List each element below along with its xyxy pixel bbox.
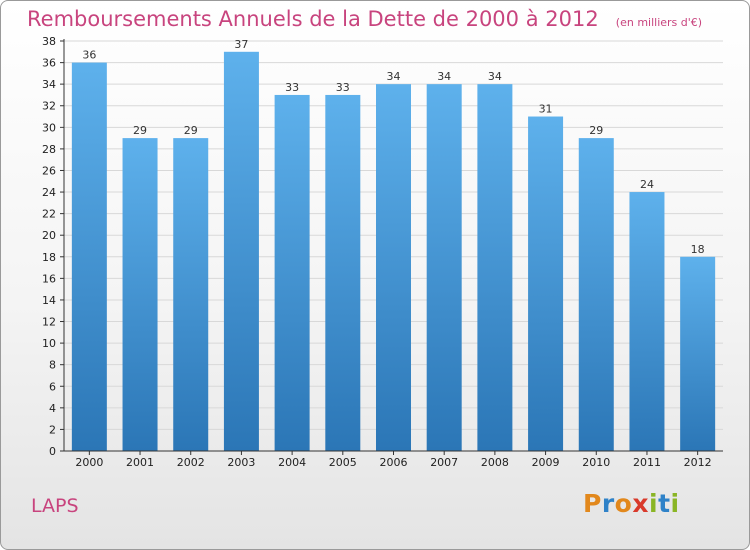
proxiti-logo[interactable]: Proxiti	[583, 489, 680, 518]
y-tick-label: 22	[42, 208, 56, 221]
y-tick-label: 0	[49, 445, 56, 458]
data-label: 29	[133, 124, 147, 137]
logo-letter: i	[670, 489, 680, 518]
bar	[122, 138, 158, 451]
y-tick-label: 14	[42, 294, 56, 307]
y-tick-label: 4	[49, 402, 56, 415]
y-tick-label: 24	[42, 186, 56, 199]
bars	[71, 51, 716, 452]
x-tick-label: 2008	[481, 456, 509, 469]
data-label: 36	[82, 49, 96, 62]
logo-letter: x	[632, 489, 649, 518]
x-tick-label: 2001	[126, 456, 154, 469]
data-label: 34	[437, 70, 451, 83]
bar	[578, 138, 614, 451]
y-tick-label: 38	[42, 35, 56, 48]
y-tick-label: 6	[49, 380, 56, 393]
y-tick-label: 34	[42, 78, 56, 91]
y-tick-label: 20	[42, 229, 56, 242]
data-label: 34	[488, 70, 502, 83]
x-tick-label: 2004	[278, 456, 306, 469]
title-block: Remboursements Annuels de la Dette de 20…	[27, 7, 702, 31]
axes	[60, 39, 723, 455]
commune-name: LAPS	[31, 495, 79, 517]
bar	[477, 84, 513, 451]
bar	[173, 138, 209, 451]
x-tick-label: 2000	[75, 456, 103, 469]
logo-letter: i	[649, 489, 659, 518]
x-tick-label: 2002	[177, 456, 205, 469]
y-tick-label: 12	[42, 316, 56, 329]
data-label: 33	[336, 81, 350, 94]
data-label: 31	[539, 103, 553, 116]
y-tick-label: 30	[42, 121, 56, 134]
x-tick-label: 2009	[532, 456, 560, 469]
data-label: 29	[589, 124, 603, 137]
bar	[680, 256, 716, 451]
data-label: 34	[387, 70, 401, 83]
y-tick-label: 16	[42, 272, 56, 285]
bar	[325, 94, 361, 452]
logo-letter: o	[614, 489, 633, 518]
logo-letter: P	[583, 489, 602, 518]
data-label: 29	[184, 124, 198, 137]
bar	[528, 116, 564, 452]
data-label: 37	[234, 38, 248, 51]
chart-title: Remboursements Annuels de la Dette de 20…	[27, 7, 599, 31]
labels: 0246810121416182022242628303234363836200…	[42, 35, 712, 469]
y-tick-label: 2	[49, 423, 56, 436]
bar	[629, 192, 665, 452]
x-tick-label: 2005	[329, 456, 357, 469]
y-tick-label: 26	[42, 164, 56, 177]
x-tick-label: 2003	[227, 456, 255, 469]
x-tick-label: 2012	[684, 456, 712, 469]
bar	[223, 51, 259, 451]
logo-letter: r	[601, 489, 615, 518]
data-label: 18	[691, 243, 705, 256]
bar	[426, 84, 462, 451]
y-tick-label: 8	[49, 359, 56, 372]
bar	[376, 84, 411, 451]
logo-letter: t	[658, 489, 671, 518]
x-tick-label: 2007	[430, 456, 458, 469]
y-tick-label: 28	[42, 143, 56, 156]
x-tick-label: 2006	[380, 456, 408, 469]
bar	[71, 62, 107, 451]
y-tick-label: 32	[42, 100, 56, 113]
chart-subtitle: (en milliers d'€)	[615, 16, 703, 29]
x-tick-label: 2010	[582, 456, 610, 469]
data-label: 33	[285, 81, 299, 94]
y-tick-label: 36	[42, 57, 56, 70]
bar	[274, 94, 310, 452]
x-tick-label: 2011	[633, 456, 661, 469]
data-label: 24	[640, 178, 654, 191]
y-tick-label: 18	[42, 251, 56, 264]
y-tick-label: 10	[42, 337, 56, 350]
